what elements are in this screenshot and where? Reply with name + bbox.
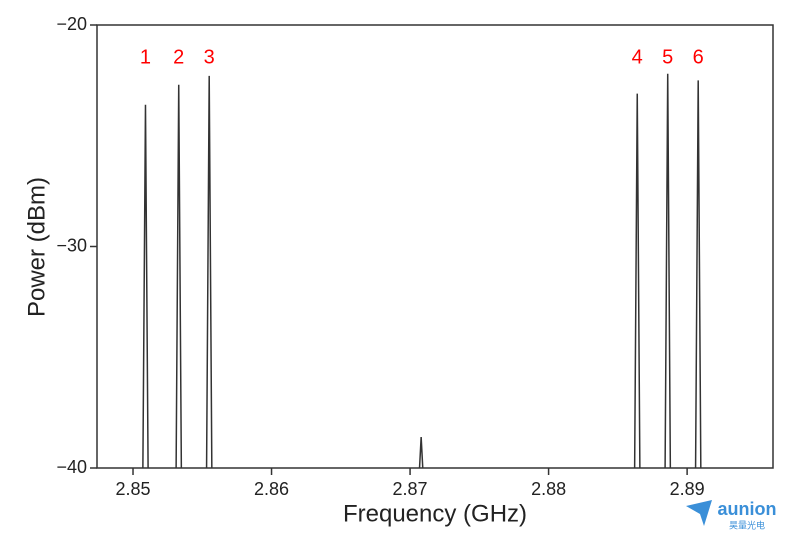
plot-frame (96, 24, 774, 469)
peak-label: 5 (662, 47, 673, 69)
peak-label: 3 (204, 47, 215, 69)
series-line (142, 73, 702, 468)
y-axis-label: Power (dBm) (23, 177, 50, 317)
peak-label: 6 (693, 47, 704, 69)
watermark-subtitle: 昊量光电 (729, 519, 765, 530)
x-tick-label: 2.86 (254, 479, 289, 499)
y-tick-label: −40 (56, 457, 87, 477)
watermark-logo (686, 500, 712, 526)
peak-label: 1 (140, 47, 151, 69)
x-tick-label: 2.85 (115, 479, 150, 499)
x-tick-label: 2.89 (670, 479, 705, 499)
peak-label: 2 (173, 47, 184, 69)
y-tick-label: −20 (56, 14, 87, 34)
x-axis-label: Frequency (GHz) (343, 500, 527, 527)
y-tick-label: −30 (56, 235, 87, 255)
x-tick-label: 2.88 (531, 479, 566, 499)
x-tick-label: 2.87 (393, 479, 428, 499)
watermark: aunion 昊量光电 (686, 499, 777, 530)
watermark-brand: aunion (718, 499, 777, 519)
peak-label: 4 (632, 47, 643, 69)
